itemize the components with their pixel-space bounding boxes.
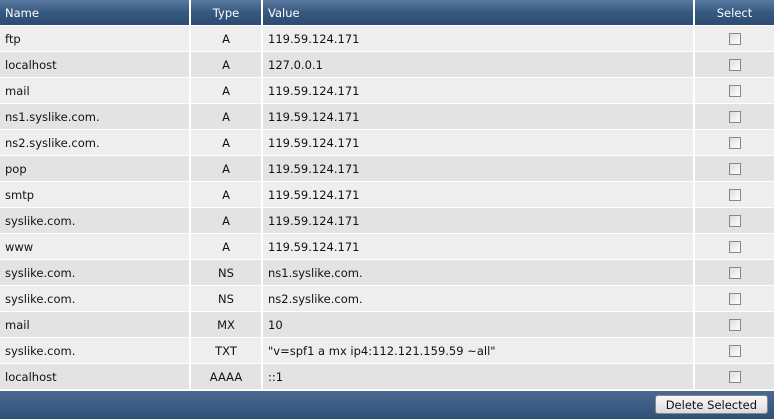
select-checkbox[interactable] [728, 293, 741, 305]
select-checkbox[interactable] [728, 59, 741, 71]
record-value: 119.59.124.171 [262, 181, 695, 208]
select-cell [694, 25, 774, 52]
select-cell [694, 285, 774, 312]
table-row: mail A 119.59.124.171 [0, 77, 774, 104]
record-value: 119.59.124.171 [262, 103, 695, 130]
select-cell [694, 207, 774, 234]
record-type: A [190, 103, 263, 130]
record-value: "v=spf1 a mx ip4:112.121.159.59 ~all" [262, 337, 695, 364]
record-value: 119.59.124.171 [262, 77, 695, 104]
record-name: smtp [0, 181, 191, 208]
table-row: ns2.syslike.com. A 119.59.124.171 [0, 129, 774, 156]
record-type: NS [190, 259, 263, 286]
record-name: syslike.com. [0, 259, 191, 286]
select-checkbox[interactable] [728, 85, 741, 97]
record-type: A [190, 129, 263, 156]
record-type: MX [190, 311, 263, 338]
select-checkbox[interactable] [728, 267, 741, 279]
dns-records-table: Name Type Value Select ftp A 119.59.124.… [0, 0, 774, 390]
table-row: www A 119.59.124.171 [0, 233, 774, 260]
table-row: syslike.com. A 119.59.124.171 [0, 207, 774, 234]
select-checkbox[interactable] [728, 137, 741, 149]
record-type: A [190, 181, 263, 208]
record-name: syslike.com. [0, 207, 191, 234]
record-type: A [190, 51, 263, 78]
select-cell [694, 155, 774, 182]
record-value: 119.59.124.171 [262, 155, 695, 182]
select-checkbox[interactable] [728, 319, 741, 331]
record-name: pop [0, 155, 191, 182]
select-cell [694, 337, 774, 364]
record-name: localhost [0, 51, 191, 78]
select-cell [694, 103, 774, 130]
delete-selected-button[interactable]: Delete Selected [654, 395, 768, 414]
record-type: AAAA [190, 363, 263, 390]
select-checkbox[interactable] [728, 371, 741, 383]
column-header-select: Select [694, 0, 774, 26]
select-cell [694, 233, 774, 260]
record-name: syslike.com. [0, 285, 191, 312]
record-type: A [190, 155, 263, 182]
record-name: ns2.syslike.com. [0, 129, 191, 156]
table-row: localhost AAAA ::1 [0, 363, 774, 390]
table-header: Name Type Value Select [0, 0, 774, 26]
select-cell [694, 311, 774, 338]
record-value: 119.59.124.171 [262, 129, 695, 156]
table-row: localhost A 127.0.0.1 [0, 51, 774, 78]
select-cell [694, 363, 774, 390]
select-cell [694, 77, 774, 104]
select-checkbox[interactable] [728, 111, 741, 123]
select-checkbox[interactable] [728, 163, 741, 175]
record-type: A [190, 207, 263, 234]
record-name: ftp [0, 25, 191, 52]
select-cell [694, 181, 774, 208]
record-name: syslike.com. [0, 337, 191, 364]
table-row: mail MX 10 [0, 311, 774, 338]
record-name: mail [0, 77, 191, 104]
record-value: 119.59.124.171 [262, 233, 695, 260]
record-name: localhost [0, 363, 191, 390]
record-name: www [0, 233, 191, 260]
table-row: syslike.com. TXT "v=spf1 a mx ip4:112.12… [0, 337, 774, 364]
column-header-type: Type [190, 0, 263, 26]
select-checkbox[interactable] [728, 345, 741, 357]
record-name: mail [0, 311, 191, 338]
record-value: ns2.syslike.com. [262, 285, 695, 312]
table-footer: Delete Selected [0, 391, 774, 419]
table-row: smtp A 119.59.124.171 [0, 181, 774, 208]
record-value: 10 [262, 311, 695, 338]
record-type: NS [190, 285, 263, 312]
table-row: ns1.syslike.com. A 119.59.124.171 [0, 103, 774, 130]
column-header-value: Value [262, 0, 695, 26]
record-type: A [190, 233, 263, 260]
select-checkbox[interactable] [728, 189, 741, 201]
record-value: 119.59.124.171 [262, 25, 695, 52]
table-row: syslike.com. NS ns1.syslike.com. [0, 259, 774, 286]
table-row: syslike.com. NS ns2.syslike.com. [0, 285, 774, 312]
record-value: 119.59.124.171 [262, 207, 695, 234]
table-row: ftp A 119.59.124.171 [0, 25, 774, 52]
select-checkbox[interactable] [728, 241, 741, 253]
record-value: ns1.syslike.com. [262, 259, 695, 286]
column-header-name: Name [0, 0, 191, 26]
record-name: ns1.syslike.com. [0, 103, 191, 130]
select-cell [694, 51, 774, 78]
record-type: TXT [190, 337, 263, 364]
select-cell [694, 129, 774, 156]
record-value: 127.0.0.1 [262, 51, 695, 78]
select-checkbox[interactable] [728, 33, 741, 45]
select-cell [694, 259, 774, 286]
select-checkbox[interactable] [728, 215, 741, 227]
record-type: A [190, 77, 263, 104]
table-row: pop A 119.59.124.171 [0, 155, 774, 182]
record-value: ::1 [262, 363, 695, 390]
record-type: A [190, 25, 263, 52]
